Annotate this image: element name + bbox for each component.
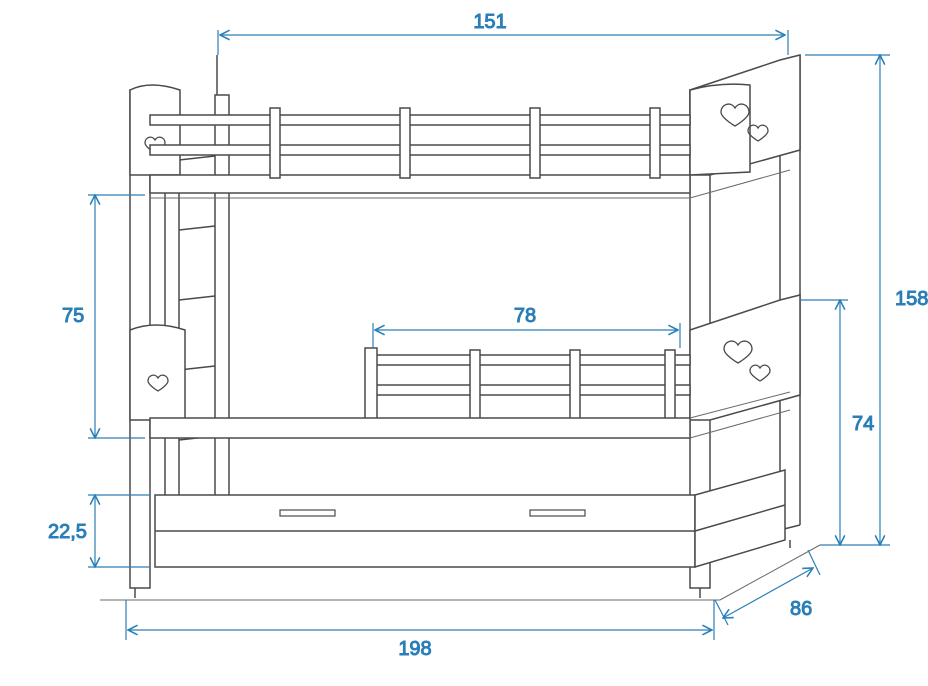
technical-drawing: 151 158 74 86 198 22,5 75 78 — [0, 0, 928, 686]
diagram-container: 151 158 74 86 198 22,5 75 78 — [0, 0, 928, 686]
dim-drawer-height: 22,5 — [48, 521, 87, 543]
dim-length: 198 — [398, 638, 431, 660]
dim-total-height: 158 — [895, 288, 928, 310]
dim-lower-height: 74 — [852, 413, 874, 435]
dim-depth: 86 — [790, 598, 812, 620]
bunk-bed-drawing — [100, 55, 820, 600]
dim-top-width: 151 — [473, 11, 506, 33]
dim-guard-rail: 78 — [514, 305, 536, 327]
dim-mid-height: 75 — [62, 305, 84, 327]
